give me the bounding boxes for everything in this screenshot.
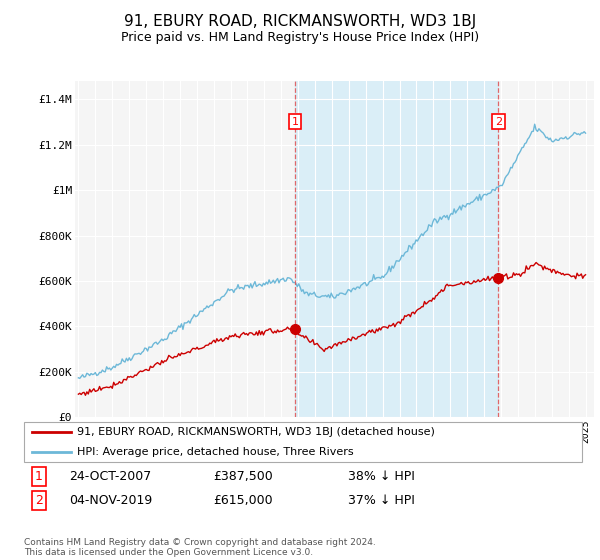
Text: 91, EBURY ROAD, RICKMANSWORTH, WD3 1BJ: 91, EBURY ROAD, RICKMANSWORTH, WD3 1BJ	[124, 14, 476, 29]
Text: 91, EBURY ROAD, RICKMANSWORTH, WD3 1BJ (detached house): 91, EBURY ROAD, RICKMANSWORTH, WD3 1BJ (…	[77, 427, 435, 437]
FancyBboxPatch shape	[24, 422, 582, 462]
Text: HPI: Average price, detached house, Three Rivers: HPI: Average price, detached house, Thre…	[77, 447, 353, 457]
Text: £615,000: £615,000	[214, 494, 274, 507]
Text: Contains HM Land Registry data © Crown copyright and database right 2024.
This d: Contains HM Land Registry data © Crown c…	[24, 538, 376, 557]
Text: 1: 1	[292, 116, 299, 127]
Text: 37% ↓ HPI: 37% ↓ HPI	[347, 494, 415, 507]
Text: 2: 2	[495, 116, 502, 127]
Text: 38% ↓ HPI: 38% ↓ HPI	[347, 470, 415, 483]
Text: Price paid vs. HM Land Registry's House Price Index (HPI): Price paid vs. HM Land Registry's House …	[121, 31, 479, 44]
Text: 2: 2	[35, 494, 43, 507]
Text: 1: 1	[35, 470, 43, 483]
Text: 24-OCT-2007: 24-OCT-2007	[68, 470, 151, 483]
Text: £387,500: £387,500	[214, 470, 274, 483]
Text: 04-NOV-2019: 04-NOV-2019	[68, 494, 152, 507]
Bar	[295, 81, 499, 417]
